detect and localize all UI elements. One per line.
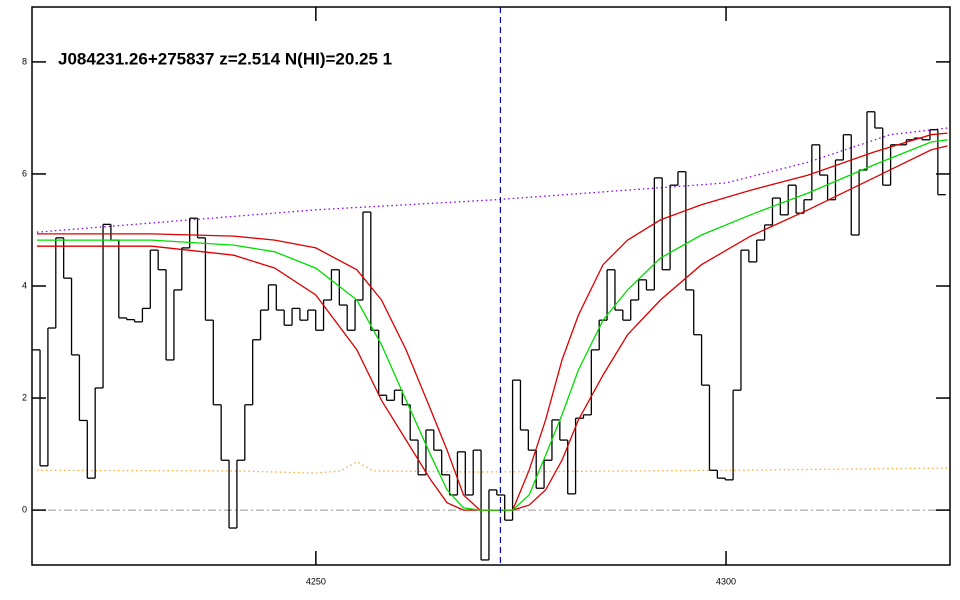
model-line — [36, 127, 948, 233]
x-tick-label: 4250 — [306, 576, 326, 586]
model-line — [36, 132, 948, 511]
model-line — [36, 145, 948, 511]
x-tick-label: 4300 — [716, 576, 736, 586]
y-tick-label: 6 — [22, 168, 27, 178]
y-tick-label: 4 — [22, 280, 27, 290]
y-tick-label: 8 — [22, 56, 27, 66]
y-tick-label: 2 — [22, 392, 27, 402]
y-tick-label: 0 — [22, 504, 27, 514]
model-line — [36, 139, 948, 511]
chart-title: J084231.26+275837 z=2.514 N(HI)=20.25 1 — [58, 49, 392, 68]
